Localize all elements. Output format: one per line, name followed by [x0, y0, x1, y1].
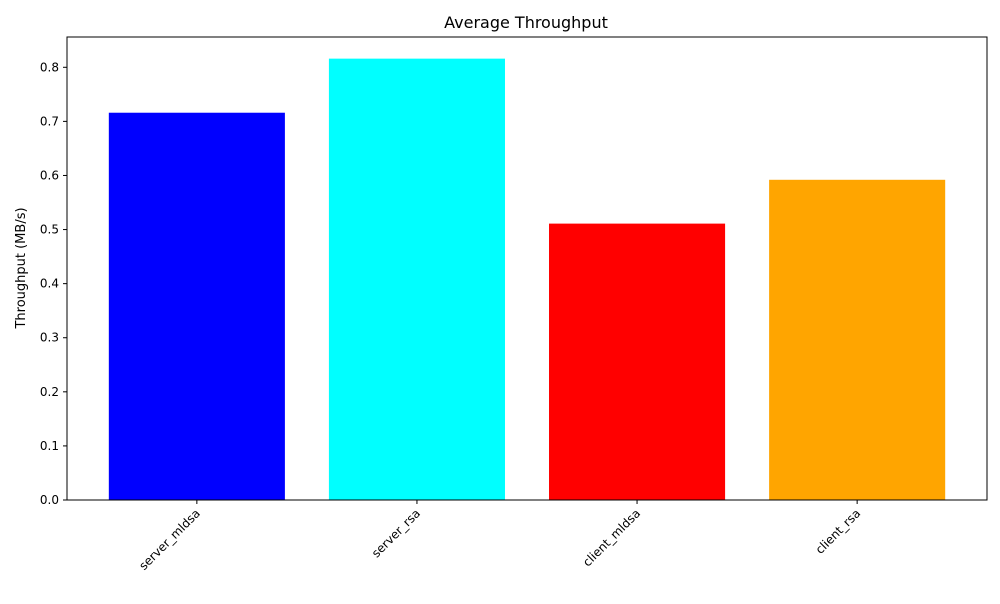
x-tick-label: client_rsa: [813, 506, 864, 557]
bar-client_mldsa: [549, 223, 726, 501]
chart-title: Average Throughput: [444, 13, 608, 32]
y-axis-label: Throughput (MB/s): [14, 207, 29, 329]
bar-client_rsa: [769, 179, 946, 501]
y-tick-label: 0.5: [40, 223, 59, 237]
y-tick-label: 0.3: [40, 331, 59, 345]
y-tick-label: 0.7: [40, 114, 59, 128]
y-tick-label: 0.0: [40, 493, 59, 507]
y-tick-label: 0.6: [40, 168, 59, 182]
x-tick-label: server_rsa: [369, 506, 423, 560]
y-tick-label: 0.2: [40, 385, 59, 399]
plot-area: 0.0 0.1 0.2 0.3 0.4 0.5 0.6 0.7 0.8 server_mldsa s…: [40, 36, 988, 573]
y-tick-label: 0.1: [40, 439, 59, 453]
x-tick-label: client_mldsa: [580, 506, 643, 569]
bar-server_mldsa: [108, 112, 285, 500]
y-tick-label: 0.8: [40, 60, 59, 74]
y-tick-label: 0.4: [40, 277, 59, 291]
bar-server_rsa: [328, 58, 505, 500]
axes-frame: [66, 36, 988, 501]
x-tick-label: server_mldsa: [136, 506, 203, 573]
